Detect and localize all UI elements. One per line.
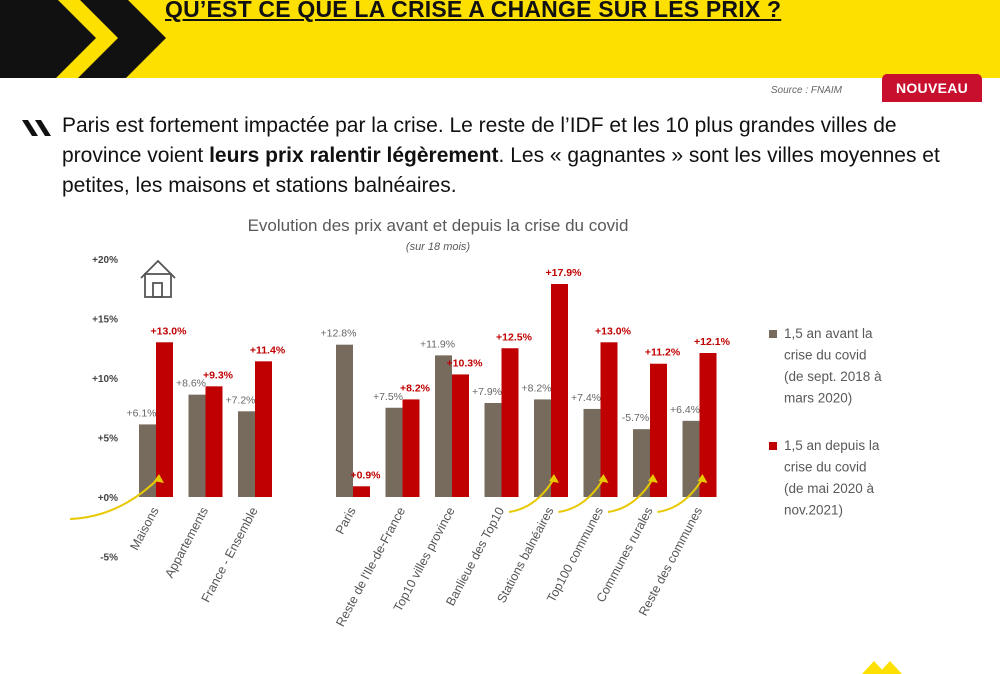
y-tick-label: +0% bbox=[98, 493, 118, 504]
data-label: +8.2% bbox=[521, 382, 551, 394]
y-tick-label: +10% bbox=[92, 374, 118, 385]
data-label: +8.2% bbox=[400, 382, 431, 394]
x-tick-label: Paris bbox=[333, 505, 359, 537]
source-note: Source : FNAIM bbox=[770, 85, 842, 96]
bar-after bbox=[600, 342, 618, 497]
legend-label-line: (de sept. 2018 à bbox=[784, 369, 882, 384]
chevron-left-shape bbox=[0, 0, 96, 78]
x-tick-label: France - Ensemble bbox=[199, 505, 261, 605]
intro-text-part1: Paris est fortement impactée par la cris… bbox=[62, 114, 897, 167]
legend-label-line: crise du covid bbox=[784, 348, 867, 363]
bar-after bbox=[402, 399, 420, 497]
data-label: +10.3% bbox=[447, 357, 484, 369]
data-label: +12.1% bbox=[694, 336, 731, 348]
y-tick-label: -5% bbox=[100, 553, 118, 564]
intro-text-part2: . Les « gagnantes » sont les villes moye… bbox=[62, 144, 940, 197]
data-label: -5.7% bbox=[622, 412, 649, 424]
y-tick-label: +20% bbox=[92, 255, 118, 266]
legend-label-line: 1,5 an avant la bbox=[784, 326, 873, 341]
bar-after bbox=[501, 348, 519, 497]
y-axis: +20% +15% +10% +5% +0% -5% bbox=[92, 255, 118, 564]
x-tick-label: Top100 communes bbox=[544, 505, 606, 605]
arrowhead-icon bbox=[549, 474, 559, 483]
highlight-arrow bbox=[69, 476, 161, 520]
highlight-arrows-layer bbox=[69, 474, 708, 520]
bar-before bbox=[435, 355, 452, 497]
bar-before bbox=[534, 399, 551, 497]
bar-after bbox=[255, 361, 272, 497]
data-label: +8.6% bbox=[176, 378, 206, 390]
data-label: +6.1% bbox=[126, 407, 156, 419]
highlight-arrow bbox=[558, 476, 606, 513]
data-label: +7.4% bbox=[571, 392, 601, 404]
data-label: +17.9% bbox=[546, 267, 583, 279]
bar-before bbox=[633, 429, 650, 497]
bar-after bbox=[551, 283, 568, 497]
data-label: +7.2% bbox=[225, 394, 255, 406]
chevron-logo bbox=[0, 0, 166, 78]
highlight-arrow bbox=[607, 476, 655, 513]
legend-label-line: mars 2020) bbox=[784, 391, 852, 406]
bar-before bbox=[238, 411, 255, 497]
data-label: +7.9% bbox=[472, 386, 502, 398]
data-label: +12.5% bbox=[496, 331, 533, 343]
house-icon bbox=[140, 259, 176, 298]
bar-before bbox=[583, 408, 601, 497]
arrowhead-icon bbox=[697, 474, 708, 483]
intro-paragraph: Paris est fortement impactée par la cris… bbox=[62, 111, 977, 201]
header-banner: QU’EST CE QUE LA CRISE A CHANGE SUR LES … bbox=[0, 0, 1000, 78]
chevron-right-shape bbox=[78, 0, 166, 78]
data-label: +11.2% bbox=[645, 347, 681, 359]
bar-after bbox=[650, 363, 667, 497]
y-tick-label: +15% bbox=[92, 315, 118, 326]
bar-after bbox=[156, 342, 173, 497]
corner-logo-fragment bbox=[862, 661, 902, 674]
page-title: QU’EST CE QUE LA CRISE A CHANGE SUR LES … bbox=[165, 0, 782, 22]
bar-before bbox=[682, 420, 700, 497]
bar-after bbox=[452, 374, 469, 497]
price-evolution-chart: Evolution des prix avant et depuis la cr… bbox=[69, 216, 882, 629]
legend-label-line: nov.2021) bbox=[784, 503, 843, 518]
bar-after bbox=[353, 486, 370, 497]
legend-label-line: (de mai 2020 à bbox=[784, 481, 875, 496]
bar-before bbox=[336, 344, 353, 497]
data-label: +0.9% bbox=[350, 469, 381, 481]
bars-layer: +6.1% +8.6% +7.2% +12.8% +7.5% +11.9% +7.9% +8.… bbox=[126, 267, 731, 497]
y-tick-label: +5% bbox=[98, 434, 118, 445]
arrowhead-icon bbox=[648, 474, 658, 483]
bar-before bbox=[385, 407, 403, 497]
intro-text-bold: leurs prix ralentir légèrement bbox=[209, 144, 499, 167]
x-tick-label: Maisons bbox=[127, 505, 161, 553]
legend-label-line: crise du covid bbox=[784, 460, 867, 475]
chart-legend: 1,5 an avant la crise du covid (de sept. 2… bbox=[769, 326, 882, 518]
bar-after bbox=[205, 386, 223, 497]
data-label: +13.0% bbox=[151, 325, 188, 337]
data-label: +11.9% bbox=[420, 338, 455, 350]
bar-before bbox=[139, 424, 156, 497]
data-label: +11.4% bbox=[250, 344, 286, 356]
chart-subtitle: (sur 18 mois) bbox=[406, 241, 471, 253]
data-label: +6.4% bbox=[670, 404, 700, 416]
highlight-arrow bbox=[508, 476, 556, 513]
legend-label-line: 1,5 an depuis la bbox=[784, 438, 880, 453]
bar-after bbox=[699, 353, 717, 497]
new-badge: NOUVEAU bbox=[882, 74, 982, 102]
legend-swatch bbox=[769, 330, 777, 338]
data-label: +9.3% bbox=[203, 369, 234, 381]
arrowhead-icon bbox=[154, 474, 164, 483]
chart-title: Evolution des prix avant et depuis la cr… bbox=[248, 216, 629, 235]
highlight-arrow bbox=[657, 476, 705, 513]
data-label: +7.5% bbox=[373, 391, 403, 403]
bar-before bbox=[188, 394, 206, 497]
x-tick-label: Appartements bbox=[162, 505, 211, 580]
x-tick-label: Communes rurales bbox=[594, 505, 656, 605]
data-label: +12.8% bbox=[321, 328, 357, 340]
bar-before bbox=[484, 402, 502, 497]
arrowhead-icon bbox=[598, 474, 609, 483]
double-chevron-bullet-icon bbox=[22, 120, 51, 136]
legend-swatch bbox=[769, 442, 777, 450]
data-label: +13.0% bbox=[595, 325, 632, 337]
